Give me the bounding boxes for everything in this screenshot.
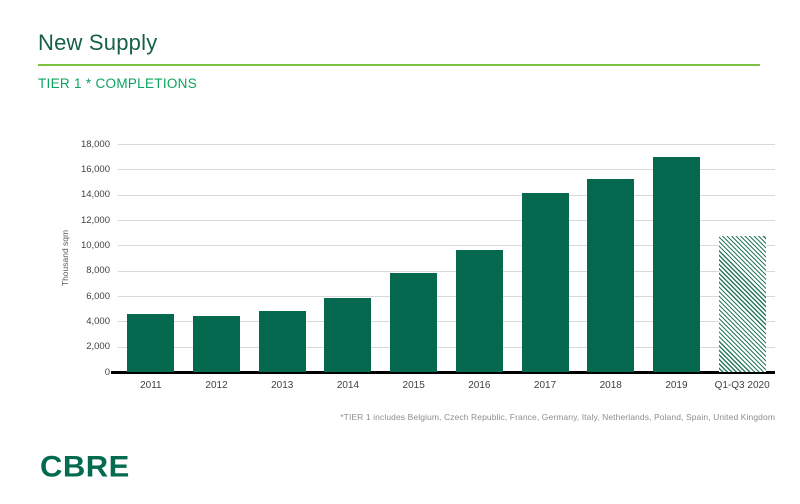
- bar-2014: [324, 297, 372, 372]
- title-underline: [38, 64, 760, 66]
- x-tick-label: 2012: [205, 380, 228, 391]
- plot-area: 0 2,000 4,000 6,000 8,000 10,000 12,000 14,000 1…: [81, 139, 775, 391]
- x-tick-label: 2015: [402, 380, 425, 391]
- y-tick-label: 4,000: [86, 315, 110, 327]
- bar-2017: [521, 193, 569, 372]
- gridline: [118, 220, 775, 221]
- bar-2015: [390, 272, 438, 372]
- x-tick-label: 2014: [336, 380, 360, 391]
- gridline: [118, 346, 775, 348]
- x-tick-label: 2018: [599, 380, 622, 391]
- x-axis-line: [111, 371, 775, 374]
- x-tick-label: 2019: [665, 380, 688, 391]
- bar-2018: [587, 179, 635, 372]
- x-tick-label: 2017: [533, 380, 557, 391]
- y-tick-label: 6,000: [86, 290, 110, 302]
- y-tick-label: 14,000: [80, 189, 110, 201]
- y-tick-label: 2,000: [86, 341, 110, 353]
- bar-2013: [258, 310, 306, 372]
- gridline: [118, 169, 775, 171]
- y-tick-label: 0: [104, 366, 110, 378]
- gridline: [118, 194, 775, 196]
- x-tick-label: 2016: [468, 380, 491, 391]
- bar-2019: [652, 157, 700, 372]
- bar-2011: [127, 314, 175, 372]
- gridline: [118, 245, 775, 247]
- y-tick-label: 12,000: [80, 214, 110, 226]
- y-tick-label: 10,000: [80, 239, 110, 251]
- y-tick-label: 16,000: [80, 163, 110, 175]
- chart-subtitle: TIER 1 * COMPLETIONS: [38, 76, 198, 91]
- gridline: [118, 270, 775, 272]
- bar-2012: [193, 315, 241, 372]
- y-tick-label: 8,000: [86, 265, 110, 277]
- gridline: [118, 296, 775, 297]
- bar-2016: [455, 249, 503, 372]
- y-tick-label: 18,000: [80, 138, 110, 150]
- x-tick-label: 2013: [271, 380, 294, 391]
- x-tick-label: 2011: [140, 380, 162, 391]
- gridline: [118, 144, 775, 145]
- x-tick-label: Q1-Q3 2020: [714, 380, 770, 391]
- cbre-logo: CBRE: [40, 450, 130, 484]
- gridline: [118, 321, 775, 323]
- page-title: New Supply: [38, 30, 158, 55]
- footnote: *TIER 1 includes Belgium, Czech Republic…: [340, 412, 775, 422]
- bar-q1-q3-2020: [718, 236, 766, 372]
